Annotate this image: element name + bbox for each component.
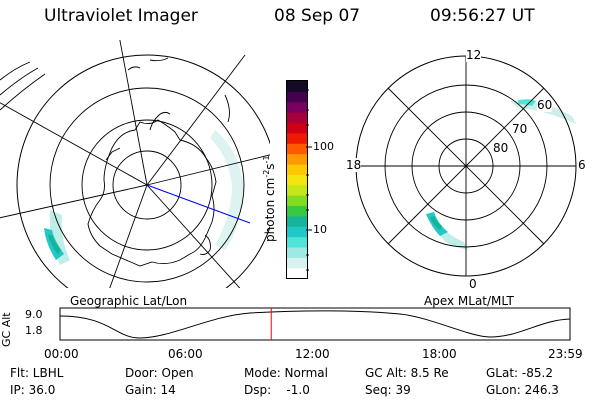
colorbar-swatch: [287, 236, 307, 248]
colorbar-swatch: [287, 174, 307, 186]
auroral-emission-polar: [426, 99, 576, 250]
dsp-info: Dsp: -1.0: [244, 383, 310, 397]
colorbar-swatch: [287, 122, 307, 134]
gc-alt-info: GC Alt: 8.5 Re: [365, 366, 449, 380]
mlt-label-12: 12: [466, 48, 482, 62]
mlt-label-6: 6: [578, 158, 586, 172]
colorbar-swatch: [287, 267, 307, 278]
timeline-ytick-bottom: 1.8: [25, 324, 43, 337]
timeline-xtick-0600: 06:00: [168, 347, 203, 361]
colorbar-tick-100: 100: [313, 140, 334, 153]
timeline-xtick-0000: 00:00: [44, 347, 79, 361]
colorbar-swatch: [287, 226, 307, 238]
colorbar-unit-sup2: -1: [262, 155, 271, 164]
coastlines: [0, 57, 230, 267]
colorbar-unit-main: photon cm: [263, 177, 277, 242]
colorbar-swatch: [287, 112, 307, 124]
seq-info: Seq: 39: [365, 383, 411, 397]
timeline-plot: [59, 307, 571, 341]
colorbar-swatch: [287, 163, 307, 175]
noon-meridian-line: [146, 184, 251, 224]
colorbar-swatch: [287, 143, 307, 155]
colorbar-swatch: [287, 257, 307, 269]
auroral-emission-geo: [44, 130, 244, 265]
instrument-title: Ultraviolet Imager: [44, 6, 198, 26]
timeline-xtick-2359: 23:59: [548, 347, 583, 361]
timeline-xtick-1800: 18:00: [422, 347, 457, 361]
filter-info: Flt: LBHL: [10, 366, 64, 380]
colorbar-tick-10: 10: [313, 223, 327, 236]
geographic-map-label: Geographic Lat/Lon: [70, 294, 188, 308]
colorbar-unit-sup1: -2: [262, 169, 271, 178]
colorbar-swatch: [287, 91, 307, 103]
colorbar-swatch: [287, 215, 307, 227]
orbit-altitude-curve: [59, 310, 571, 339]
colorbar-swatch: [287, 195, 307, 207]
polar-map: [355, 55, 577, 277]
geographic-map: [0, 40, 270, 288]
door-info: Door: Open: [125, 366, 194, 380]
polar-map-label: Apex MLat/MLT: [424, 294, 514, 308]
glon-info: GLon: 246.3: [486, 383, 559, 397]
colorbar-swatch: [287, 132, 307, 144]
colorbar-unit-mid: s: [263, 163, 277, 170]
glat-info: GLat: -85.2: [486, 366, 553, 380]
timeline-frame: [59, 307, 571, 341]
colorbar-ticks: [306, 89, 312, 271]
colorbar: [286, 80, 308, 279]
meridians: [0, 40, 270, 288]
mlat-label-60: 60: [537, 98, 553, 112]
mlat-label-70: 70: [512, 122, 528, 136]
colorbar-swatch: [287, 184, 307, 196]
date-label: 08 Sep 07: [274, 6, 361, 26]
mlt-label-0: 0: [469, 277, 477, 291]
gain-info: Gain: 14: [125, 383, 176, 397]
colorbar-swatch: [287, 205, 307, 217]
time-label: 09:56:27 UT: [430, 6, 535, 26]
mlat-label-80: 80: [493, 141, 509, 155]
timeline-ytick-top: 9.0: [25, 308, 43, 321]
colorbar-unit-label: photon cm-2s-1: [262, 155, 277, 242]
colorbar-swatch: [287, 246, 307, 258]
colorbar-swatch: [287, 101, 307, 113]
mlt-label-18: 18: [346, 158, 362, 172]
mode-info: Mode: Normal: [244, 366, 328, 380]
colorbar-swatch: [287, 81, 307, 92]
colorbar-swatch: [287, 153, 307, 165]
ip-info: IP: 36.0: [10, 383, 56, 397]
timeline-xtick-1200: 12:00: [295, 347, 330, 361]
